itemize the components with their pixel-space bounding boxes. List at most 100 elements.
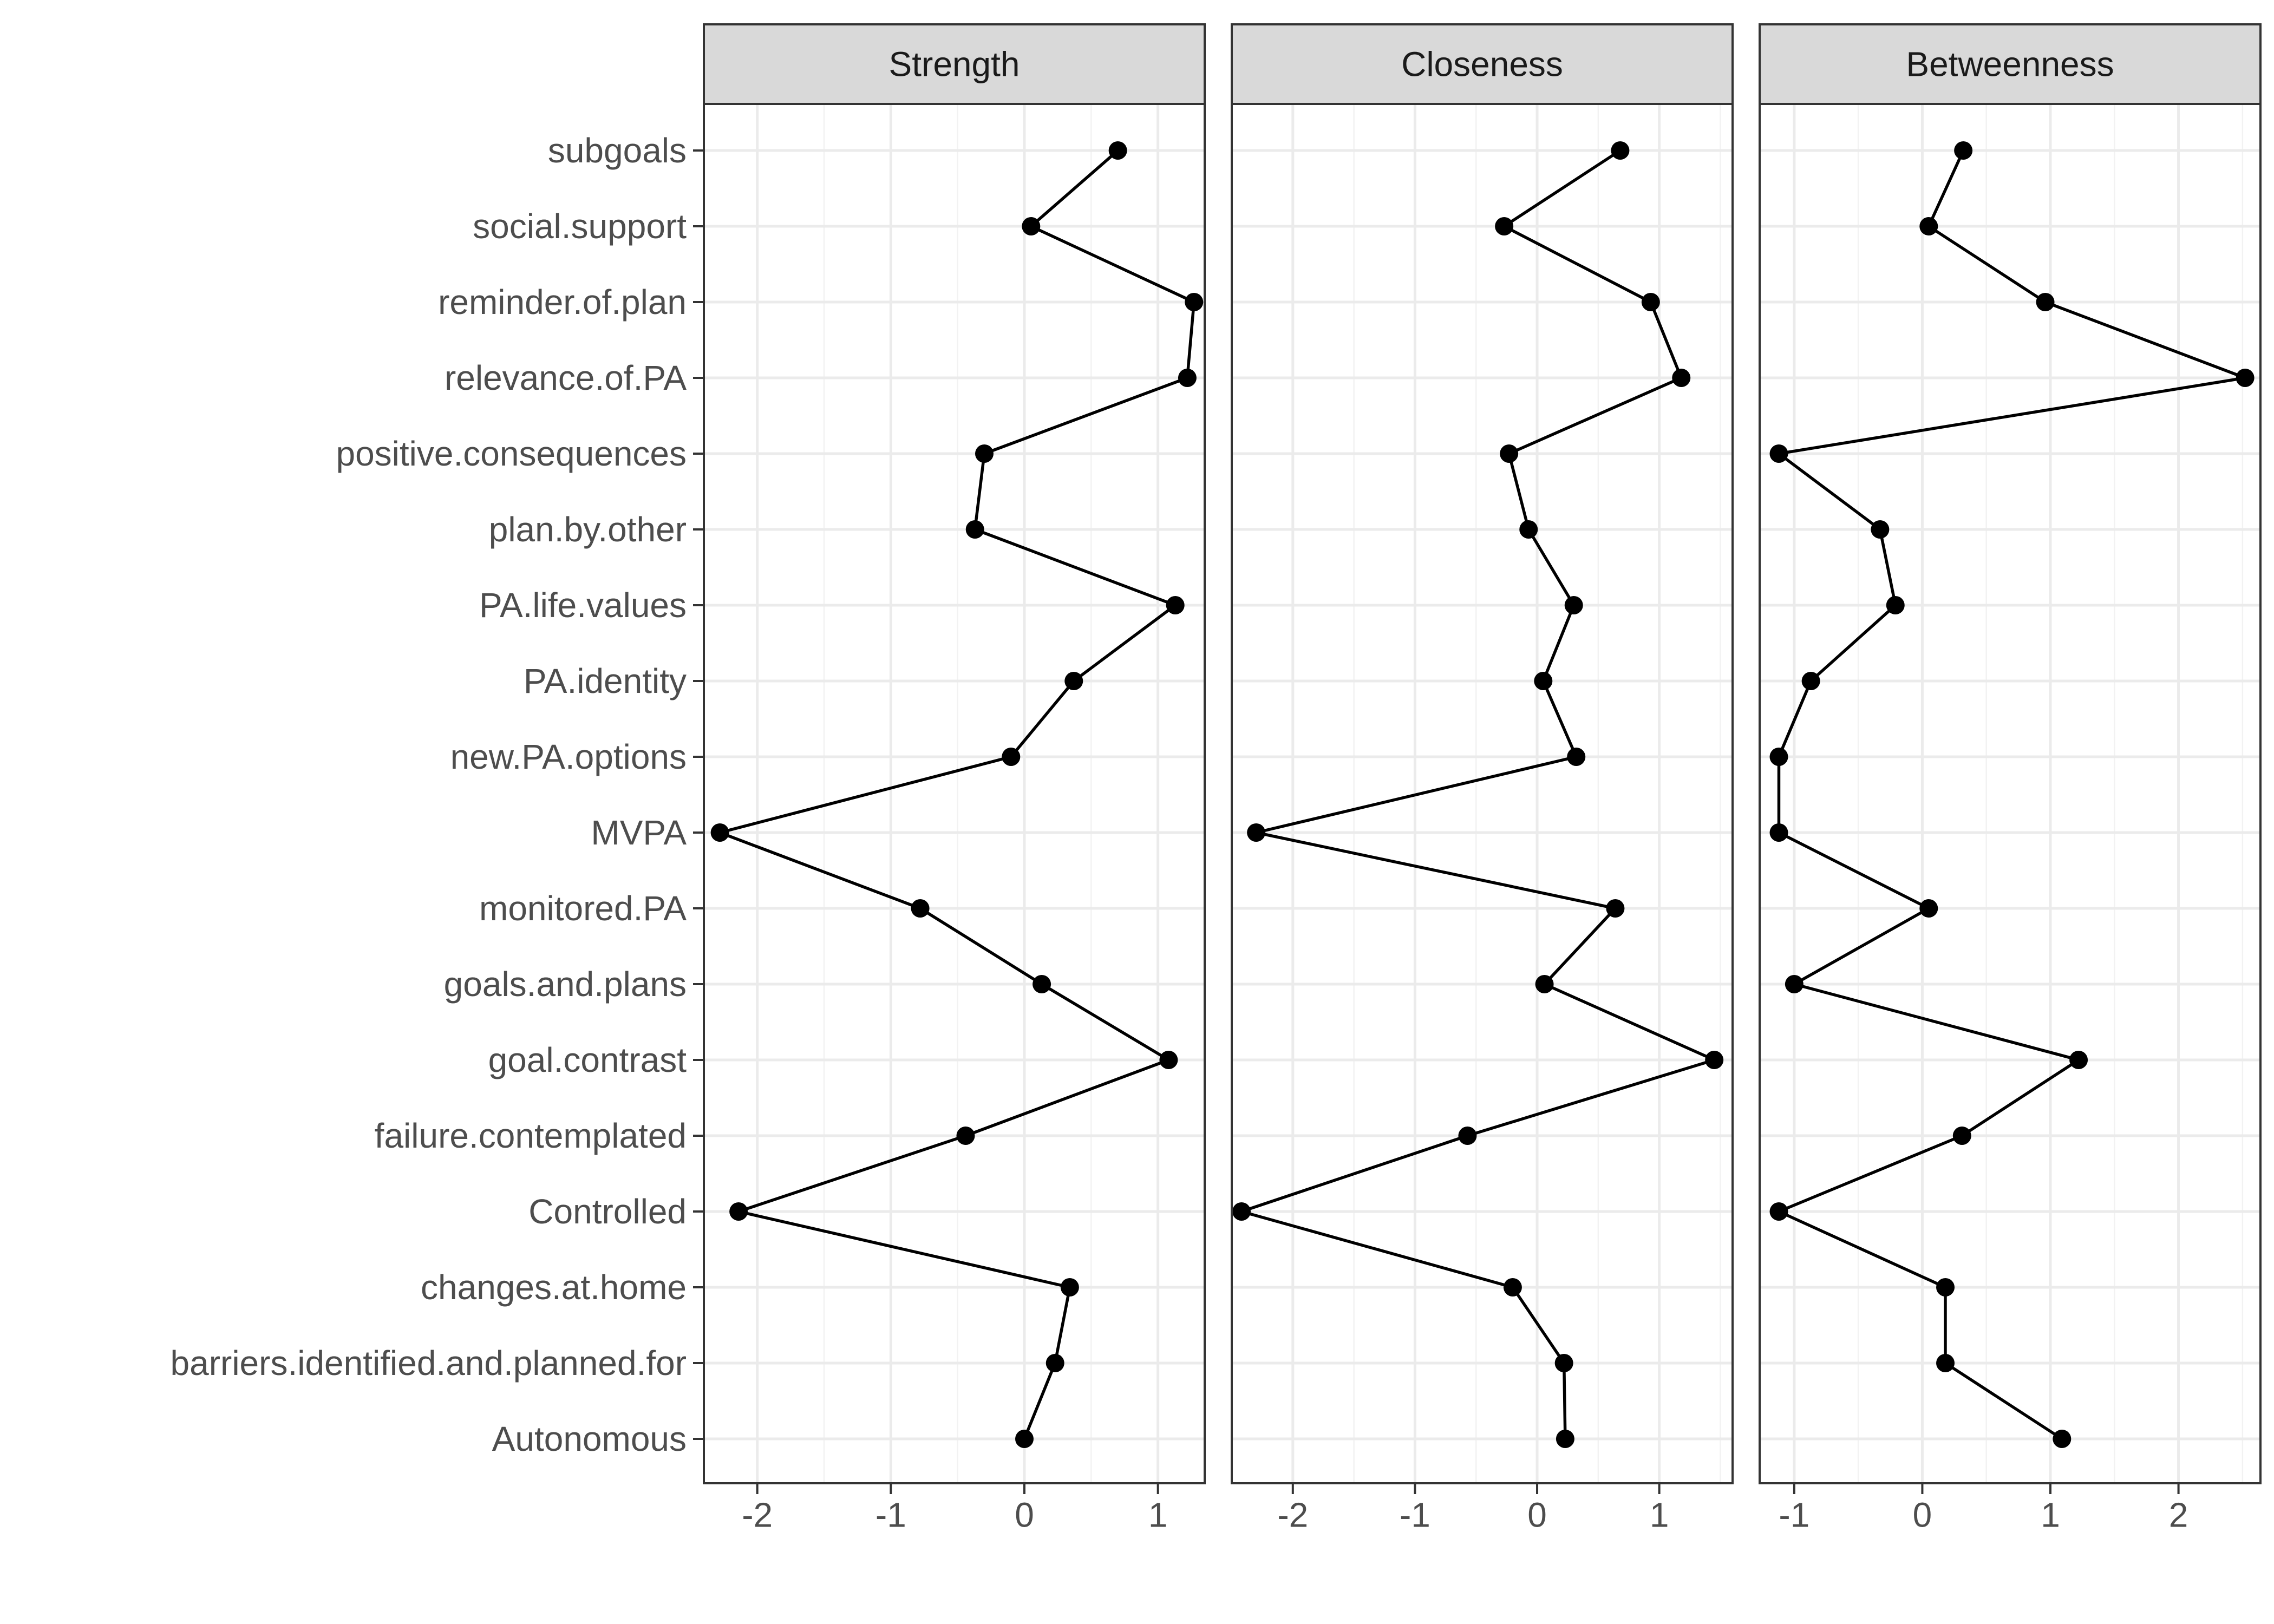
data-point bbox=[1045, 1354, 1064, 1372]
y-tick-label: goals.and.plans bbox=[444, 965, 687, 1004]
facet-title: Strength bbox=[889, 45, 1020, 84]
facet-strip bbox=[1759, 23, 2262, 105]
facet-strip bbox=[1231, 23, 1734, 105]
y-tick-label: changes.at.home bbox=[421, 1268, 687, 1307]
facet-strip bbox=[703, 23, 1206, 105]
y-tick-label: PA.identity bbox=[524, 662, 687, 700]
x-tick-label: -1 bbox=[875, 1495, 906, 1534]
y-tick-label: Autonomous bbox=[492, 1419, 687, 1458]
x-tick-label: -2 bbox=[1277, 1495, 1308, 1534]
data-point bbox=[965, 520, 984, 539]
data-point bbox=[1500, 444, 1519, 463]
data-point bbox=[975, 444, 994, 463]
data-point bbox=[1919, 899, 1938, 918]
series-line bbox=[718, 149, 1196, 1440]
y-tick-label: positive.consequences bbox=[336, 434, 687, 473]
series-line bbox=[1777, 149, 2247, 1440]
data-point bbox=[911, 899, 930, 918]
facet-title: Closeness bbox=[1401, 45, 1563, 84]
data-point bbox=[1919, 217, 1938, 235]
x-tick-label: 0 bbox=[1015, 1495, 1034, 1534]
data-point bbox=[2053, 1430, 2072, 1448]
x-tick-label: 2 bbox=[2169, 1495, 2188, 1534]
data-point bbox=[1064, 672, 1083, 690]
facet-strength: Strength -2 -1 0 1 bbox=[703, 23, 1206, 1534]
data-point bbox=[1564, 596, 1583, 614]
data-point bbox=[1641, 293, 1660, 311]
data-point bbox=[1936, 1354, 1955, 1372]
data-point bbox=[1785, 975, 1803, 993]
data-point bbox=[1185, 293, 1204, 311]
data-point bbox=[1705, 1051, 1724, 1069]
panel-background bbox=[1232, 104, 1733, 1483]
data-point bbox=[1060, 1278, 1079, 1296]
y-tick-label: MVPA bbox=[591, 813, 687, 852]
data-point bbox=[1108, 141, 1127, 160]
x-tick-label: -2 bbox=[742, 1495, 773, 1534]
data-point bbox=[2036, 293, 2055, 311]
data-point bbox=[1178, 369, 1197, 387]
series-line bbox=[1240, 149, 1716, 1439]
panel-background bbox=[704, 104, 1205, 1483]
data-point bbox=[1458, 1127, 1477, 1145]
y-tick-label: failure.contemplated bbox=[375, 1116, 687, 1155]
data-point bbox=[1002, 748, 1021, 766]
data-point bbox=[1033, 975, 1051, 993]
y-tick-label: reminder.of.plan bbox=[438, 283, 687, 322]
data-point bbox=[1159, 1051, 1178, 1069]
data-point bbox=[1769, 444, 1788, 463]
data-point bbox=[1535, 975, 1554, 993]
data-point bbox=[1534, 672, 1553, 690]
x-tick-label: -1 bbox=[1779, 1495, 1809, 1534]
data-point bbox=[2069, 1051, 2088, 1069]
data-point bbox=[1015, 1430, 1034, 1448]
data-point bbox=[1556, 1430, 1574, 1448]
y-tick-label: social.support bbox=[473, 207, 687, 246]
data-point bbox=[729, 1202, 748, 1221]
data-point bbox=[1871, 520, 1890, 539]
y-tick-label: new.PA.options bbox=[450, 737, 687, 776]
x-tick-label: 1 bbox=[2041, 1495, 2060, 1534]
data-point bbox=[2236, 369, 2255, 387]
y-tick-label: goal.contrast bbox=[488, 1040, 687, 1079]
data-point bbox=[1519, 520, 1538, 539]
y-tick-label: PA.life.values bbox=[479, 586, 687, 625]
facet-closeness: Closeness -2 -1 0 1 bbox=[1231, 23, 1734, 1534]
x-tick-label: -1 bbox=[1400, 1495, 1430, 1534]
y-tick-label: barriers.identified.and.planned.for bbox=[171, 1344, 687, 1383]
y-tick-label: relevance.of.PA bbox=[445, 358, 687, 397]
data-point bbox=[1166, 596, 1185, 614]
data-point bbox=[1554, 1354, 1573, 1372]
data-point bbox=[1495, 217, 1514, 235]
x-tick-label: 0 bbox=[1527, 1495, 1547, 1534]
x-tick-label: 1 bbox=[1148, 1495, 1168, 1534]
data-point bbox=[1952, 1127, 1971, 1145]
data-point bbox=[1567, 748, 1586, 766]
data-point bbox=[956, 1127, 975, 1145]
data-point bbox=[1503, 1278, 1522, 1296]
data-point bbox=[1769, 1202, 1788, 1221]
data-point bbox=[710, 823, 729, 842]
data-point bbox=[1232, 1202, 1251, 1221]
data-point bbox=[1954, 141, 1973, 160]
data-point bbox=[1801, 672, 1820, 690]
data-point bbox=[1022, 217, 1041, 235]
facet-betweenness: Betweenness -1 0 1 2 bbox=[1759, 23, 2262, 1534]
y-tick-label: plan.by.other bbox=[489, 510, 687, 549]
data-point bbox=[1247, 823, 1266, 842]
y-axis: subgoals social.support reminder.of.plan re… bbox=[171, 131, 704, 1458]
data-point bbox=[1936, 1278, 1955, 1296]
data-point bbox=[1672, 369, 1691, 387]
y-tick-label: subgoals bbox=[548, 131, 687, 170]
data-point bbox=[1769, 823, 1788, 842]
data-point bbox=[1611, 141, 1630, 160]
x-tick-label: 1 bbox=[1650, 1495, 1669, 1534]
data-point bbox=[1606, 899, 1625, 918]
y-tick-label: Controlled bbox=[528, 1192, 687, 1231]
y-tick-label: monitored.PA bbox=[479, 889, 687, 928]
data-point bbox=[1769, 748, 1788, 766]
x-tick-label: 0 bbox=[1913, 1495, 1932, 1534]
panel-background bbox=[1760, 104, 2260, 1483]
